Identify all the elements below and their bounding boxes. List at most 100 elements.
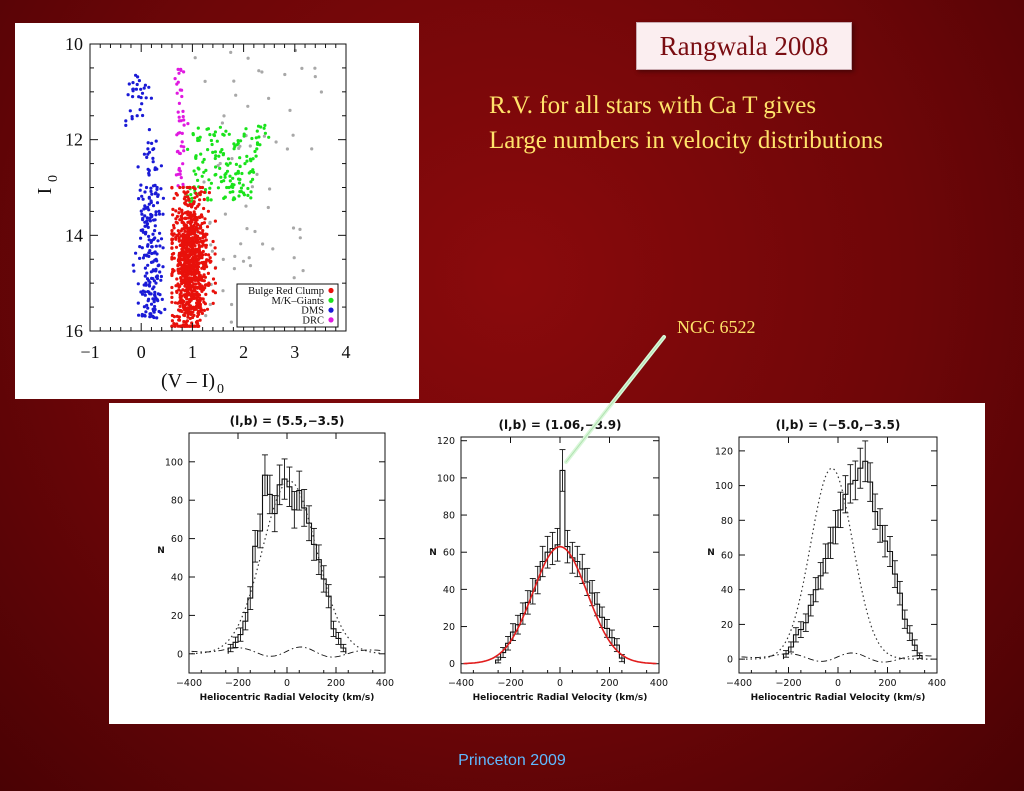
cmd-point-dms bbox=[152, 310, 156, 314]
cmd-point-dms bbox=[138, 108, 142, 112]
cmd-point-mk-giants bbox=[209, 198, 213, 202]
cmd-point-red-clump bbox=[174, 209, 178, 213]
cmd-point-background bbox=[268, 187, 272, 191]
cmd-point-red-clump bbox=[198, 198, 202, 202]
cmd-point-red-clump bbox=[182, 323, 186, 327]
cmd-point-red-clump bbox=[172, 226, 176, 230]
cmd-point-dms bbox=[139, 236, 143, 240]
cmd-point-red-clump bbox=[198, 185, 202, 190]
cmd-point-dms bbox=[140, 312, 144, 317]
cmd-point-red-clump bbox=[191, 236, 195, 241]
cmd-point-red-clump bbox=[180, 253, 185, 257]
cmd-point-red-clump bbox=[206, 209, 210, 213]
cmd-legend-label: DRC bbox=[302, 315, 324, 326]
cmd-point-mk-giants bbox=[199, 152, 203, 156]
cmd-point-red-clump bbox=[196, 230, 200, 234]
cmd-point-dms bbox=[137, 197, 141, 201]
cmd-point-red-clump bbox=[200, 221, 204, 226]
cmd-point-red-clump bbox=[201, 243, 205, 247]
cmd-point-dms bbox=[149, 186, 153, 190]
cmd-point-dms bbox=[145, 303, 149, 307]
cmd-legend-marker bbox=[328, 297, 334, 303]
cmd-legend-label: Bulge Red Clump bbox=[248, 286, 324, 297]
cmd-point-dms bbox=[144, 96, 148, 100]
cmd-point-red-clump bbox=[179, 214, 183, 218]
cmd-point-dms bbox=[156, 292, 160, 296]
cmd-point-red-clump bbox=[176, 282, 180, 286]
cmd-point-background bbox=[244, 204, 248, 208]
histogram-y-tick-label: 0 bbox=[177, 649, 183, 660]
cmd-point-dms bbox=[151, 277, 155, 281]
cmd-point-mk-giants bbox=[206, 198, 210, 202]
cmd-legend-label: DMS bbox=[301, 306, 324, 317]
cmd-point-dms bbox=[153, 307, 157, 312]
cmd-point-dms bbox=[130, 115, 134, 119]
cmd-point-red-clump bbox=[185, 294, 189, 298]
cmd-point-red-clump bbox=[187, 303, 191, 307]
cmd-point-red-clump bbox=[195, 254, 199, 258]
cmd-point-mk-giants bbox=[250, 136, 254, 141]
cmd-point-background bbox=[262, 134, 266, 138]
cmd-point-red-clump bbox=[205, 225, 210, 229]
cmd-point-mk-giants bbox=[217, 154, 221, 158]
cmd-point-background bbox=[221, 289, 225, 293]
cmd-point-mk-giants bbox=[236, 171, 240, 175]
cmd-point-red-clump bbox=[204, 245, 208, 249]
cmd-point-red-clump bbox=[200, 276, 204, 280]
cmd-point-red-clump bbox=[195, 250, 200, 254]
cmd-point-mk-giants bbox=[194, 172, 198, 176]
cmd-point-mk-giants bbox=[225, 185, 229, 190]
cmd-point-red-clump bbox=[207, 253, 211, 257]
cmd-point-mk-giants bbox=[231, 185, 235, 189]
cmd-point-mk-giants bbox=[241, 183, 245, 187]
cmd-point-dms bbox=[159, 278, 163, 282]
cmd-point-mk-giants bbox=[216, 186, 220, 190]
cmd-point-red-clump bbox=[185, 247, 189, 251]
velocity-histograms: (l,b) = (5.5,−3.5) Heliocentric Radial Ve… bbox=[157, 414, 946, 703]
histogram-y-label: N bbox=[707, 548, 715, 558]
cmd-point-red-clump bbox=[195, 290, 199, 295]
cmd-point-red-clump bbox=[197, 215, 202, 219]
cmd-point-drc bbox=[173, 77, 177, 81]
cmd-point-dms bbox=[147, 290, 151, 294]
histogram-steps bbox=[227, 474, 347, 654]
cmd-point-background bbox=[230, 157, 234, 161]
histogram-x-tick-label: −400 bbox=[726, 678, 752, 689]
cmd-y-tick-label: 16 bbox=[65, 321, 83, 341]
cmd-point-background bbox=[292, 276, 296, 280]
histogram-title: (l,b) = (5.5,−3.5) bbox=[230, 414, 345, 428]
cmd-point-dms bbox=[153, 192, 157, 196]
cmd-point-red-clump bbox=[179, 294, 184, 298]
cmd-point-mk-giants bbox=[219, 180, 224, 184]
cmd-point-dms bbox=[156, 239, 160, 243]
histogram-x-tick-label: 0 bbox=[284, 678, 290, 689]
cmd-point-mk-giants bbox=[211, 150, 215, 154]
cmd-point-dms bbox=[153, 304, 157, 309]
histogram-x-tick-label: 200 bbox=[327, 678, 345, 689]
cmd-point-dms bbox=[140, 292, 145, 296]
histogram-y-tick-label: 100 bbox=[437, 473, 455, 484]
cmd-point-mk-giants bbox=[228, 179, 232, 183]
cmd-point-red-clump bbox=[198, 296, 202, 300]
cmd-point-background bbox=[253, 229, 257, 234]
cmd-point-background bbox=[248, 144, 252, 148]
cmd-point-drc bbox=[182, 123, 186, 127]
cmd-point-background bbox=[255, 172, 259, 176]
cmd-point-mk-giants bbox=[249, 159, 253, 163]
cmd-legend-marker bbox=[328, 287, 334, 294]
cmd-point-red-clump bbox=[205, 232, 209, 236]
cmd-point-red-clump bbox=[182, 190, 186, 194]
cmd-point-dms bbox=[147, 128, 151, 132]
cmd-point-red-clump bbox=[179, 289, 183, 293]
cmd-point-red-clump bbox=[170, 229, 174, 233]
cmd-point-background bbox=[266, 205, 270, 210]
cmd-point-dms bbox=[131, 95, 135, 99]
cmd-point-dms bbox=[159, 164, 163, 168]
cmd-x-tick-label: 0 bbox=[137, 342, 146, 362]
cmd-point-dms bbox=[146, 167, 150, 171]
cmd-point-mk-giants bbox=[242, 193, 246, 197]
cmd-panel: −1 0 1 2 3 4 10 12 14 16 (V – I) 0 I 0 Bulge Red Clump… bbox=[15, 23, 419, 399]
histogram-x-tick-label: 0 bbox=[557, 678, 563, 689]
cmd-point-mk-giants bbox=[258, 143, 262, 147]
cmd-point-dms bbox=[145, 216, 149, 220]
